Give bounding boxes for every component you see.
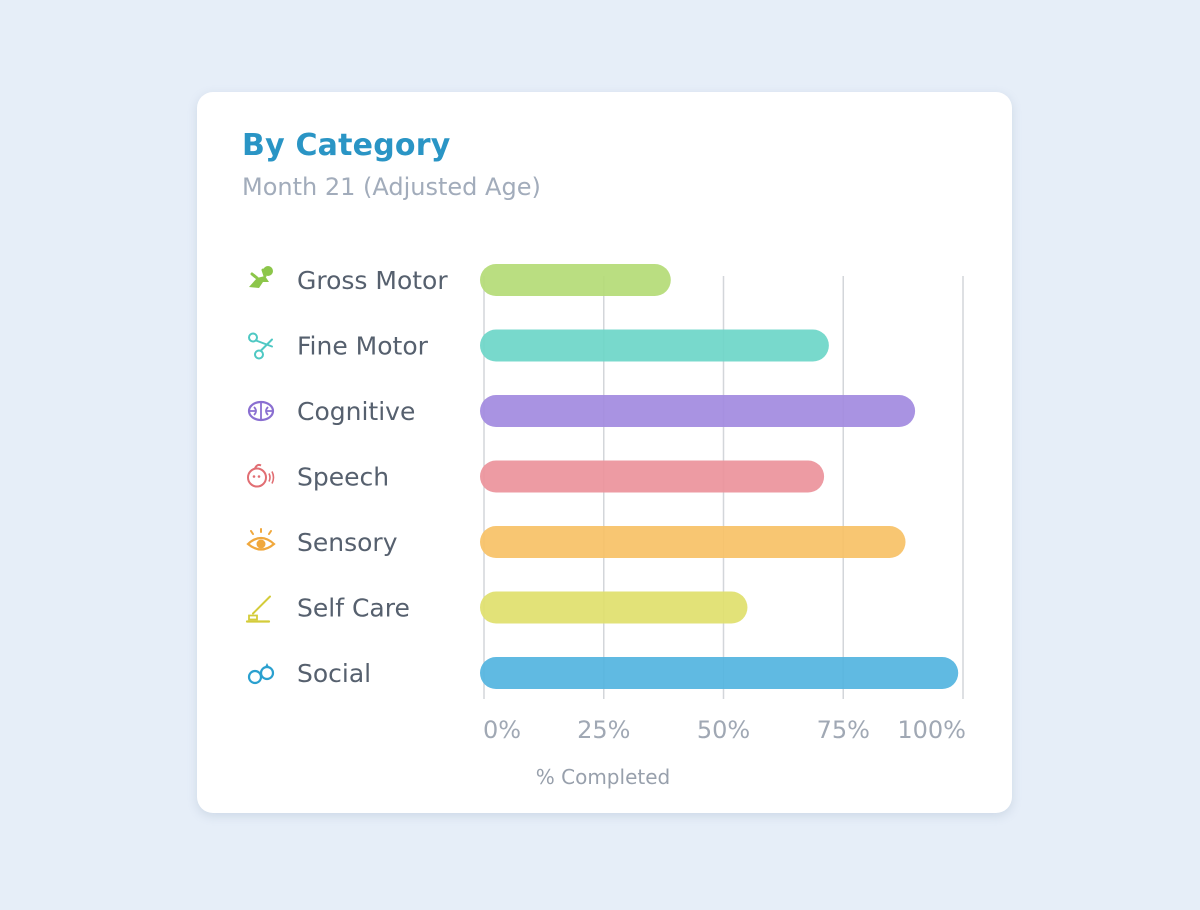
x-tick-label: 25%	[577, 716, 630, 744]
card-subtitle: Month 21 (Adjusted Age)	[242, 173, 541, 201]
category-label: Cognitive	[297, 397, 415, 426]
category-icons	[245, 266, 276, 685]
bar-cognitive	[480, 395, 916, 427]
category-labels: Gross Motor Fine Motor Cognitive Speech Sens…	[297, 266, 448, 688]
card-title: By Category	[242, 128, 451, 163]
category-label: Self Care	[297, 594, 410, 623]
speaking-head-icon	[247, 463, 275, 488]
scissors-icon	[248, 332, 273, 360]
category-card: By Category Month 21 (Adjusted Age) Gros…	[197, 92, 1012, 813]
bar-self-care	[480, 591, 748, 624]
bar-gross-motor	[480, 264, 671, 296]
x-axis-title: % Completed	[536, 765, 670, 789]
x-tick-labels: 0% 25% 50% 75% 100%	[483, 716, 966, 744]
eye-icon	[246, 528, 276, 551]
rings-icon	[247, 663, 275, 685]
toothbrush-icon	[245, 595, 271, 623]
bars	[480, 264, 959, 689]
category-bar-chart: Gross Motor Fine Motor Cognitive Speech Sens…	[245, 264, 966, 789]
crawling-baby-icon	[249, 266, 273, 288]
x-tick-label: 50%	[697, 716, 750, 744]
x-tick-label: 0%	[483, 716, 521, 744]
x-tick-label: 75%	[817, 716, 870, 744]
category-label: Fine Motor	[297, 332, 429, 361]
bar-fine-motor	[480, 329, 829, 362]
bar-speech	[480, 460, 825, 493]
category-label: Social	[297, 659, 371, 688]
bar-sensory	[480, 526, 906, 558]
x-tick-label: 100%	[897, 716, 966, 744]
category-label: Sensory	[297, 528, 398, 557]
category-label: Gross Motor	[297, 266, 448, 295]
category-label: Speech	[297, 463, 389, 492]
brain-icon	[247, 400, 275, 422]
bar-social	[480, 657, 959, 689]
